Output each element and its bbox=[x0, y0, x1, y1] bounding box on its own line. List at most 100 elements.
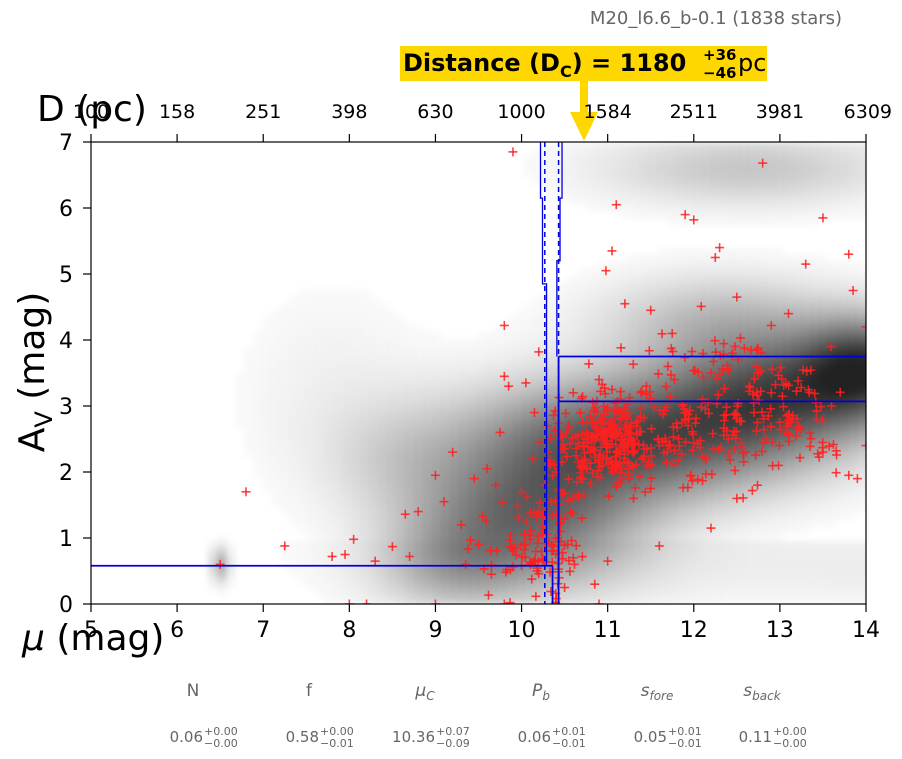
density-cell bbox=[757, 191, 767, 199]
density-cell bbox=[307, 464, 317, 472]
density-cell bbox=[496, 359, 506, 367]
star-marker bbox=[709, 357, 719, 367]
x-axis-title-symbol: μ bbox=[21, 618, 45, 659]
density-cell bbox=[856, 422, 866, 430]
density-cell bbox=[406, 576, 416, 584]
density-cell bbox=[838, 436, 848, 444]
density-cell bbox=[739, 254, 749, 262]
extinction-model bbox=[91, 142, 866, 604]
density-cell bbox=[334, 443, 344, 451]
density-cell bbox=[721, 177, 731, 185]
x-tick-label: 7 bbox=[256, 618, 270, 643]
density-cell bbox=[757, 212, 767, 220]
density-cell bbox=[523, 387, 533, 395]
density-cell bbox=[415, 520, 425, 528]
density-cell bbox=[262, 429, 272, 437]
density-cell bbox=[316, 492, 326, 500]
density-cell bbox=[433, 520, 443, 528]
star-marker bbox=[571, 431, 581, 441]
density-cell bbox=[424, 485, 434, 493]
density-cell bbox=[613, 387, 623, 395]
density-cell bbox=[541, 352, 551, 360]
density-cell bbox=[694, 590, 704, 598]
density-cell bbox=[307, 443, 317, 451]
density-cell bbox=[343, 464, 353, 472]
density-cell bbox=[478, 520, 488, 528]
density-cell bbox=[532, 401, 542, 409]
density-cell bbox=[604, 345, 614, 353]
density-cell bbox=[478, 443, 488, 451]
density-cell bbox=[577, 338, 587, 346]
density-cell bbox=[694, 534, 704, 542]
density-cell bbox=[829, 142, 839, 150]
density-cell bbox=[784, 191, 794, 199]
density-cell bbox=[559, 289, 569, 297]
density-cell bbox=[613, 331, 623, 339]
density-cell bbox=[442, 422, 452, 430]
density-cell bbox=[595, 492, 605, 500]
density-cell bbox=[811, 464, 821, 472]
density-cell bbox=[505, 345, 515, 353]
density-cell bbox=[568, 380, 578, 388]
density-cell bbox=[694, 576, 704, 584]
density-cell bbox=[658, 555, 668, 563]
density-cell bbox=[730, 296, 740, 304]
density-cell bbox=[613, 541, 623, 549]
density-cell bbox=[775, 485, 785, 493]
density-cell bbox=[586, 422, 596, 430]
density-cell bbox=[307, 408, 317, 416]
density-cell bbox=[766, 205, 776, 213]
density-cell bbox=[262, 436, 272, 444]
density-cell bbox=[757, 562, 767, 570]
density-cell bbox=[694, 506, 704, 514]
density-cell bbox=[217, 541, 227, 549]
density-cell bbox=[505, 387, 515, 395]
density-cell bbox=[262, 394, 272, 402]
density-cell bbox=[631, 492, 641, 500]
density-cell bbox=[388, 457, 398, 465]
density-cell bbox=[784, 177, 794, 185]
density-cell bbox=[406, 408, 416, 416]
density-cell bbox=[712, 268, 722, 276]
density-cell bbox=[271, 401, 281, 409]
star-marker bbox=[617, 413, 627, 423]
density-cell bbox=[316, 394, 326, 402]
density-cell bbox=[478, 352, 488, 360]
star-marker bbox=[612, 447, 622, 457]
density-cell bbox=[478, 436, 488, 444]
density-cell bbox=[415, 436, 425, 444]
density-cell bbox=[442, 478, 452, 486]
star-marker bbox=[626, 433, 636, 443]
density-cell bbox=[793, 562, 803, 570]
density-cell bbox=[316, 457, 326, 465]
density-cell bbox=[451, 401, 461, 409]
density-cell bbox=[541, 541, 551, 549]
density-cell bbox=[325, 520, 335, 528]
density-cell bbox=[559, 177, 569, 185]
density-cell bbox=[586, 527, 596, 535]
density-cell bbox=[838, 499, 848, 507]
density-cell bbox=[217, 583, 227, 591]
density-cell bbox=[748, 513, 758, 521]
density-cell bbox=[262, 401, 272, 409]
star-marker bbox=[732, 410, 742, 420]
density-cell bbox=[325, 471, 335, 479]
density-cell bbox=[316, 534, 326, 542]
density-cell bbox=[442, 408, 452, 416]
density-cell bbox=[793, 184, 803, 192]
density-cell bbox=[676, 485, 686, 493]
density-cell bbox=[379, 422, 389, 430]
density-cell bbox=[793, 478, 803, 486]
density-cell bbox=[829, 282, 839, 290]
density-cell bbox=[415, 422, 425, 430]
density-cell bbox=[361, 359, 371, 367]
density-cell bbox=[397, 359, 407, 367]
density-cell bbox=[361, 366, 371, 374]
density-cell bbox=[442, 415, 452, 423]
density-cell bbox=[451, 555, 461, 563]
density-cell bbox=[541, 499, 551, 507]
top-tick-label: 6309 bbox=[844, 101, 892, 123]
density-cell bbox=[613, 422, 623, 430]
density-cell bbox=[550, 324, 560, 332]
density-cell bbox=[847, 415, 857, 423]
